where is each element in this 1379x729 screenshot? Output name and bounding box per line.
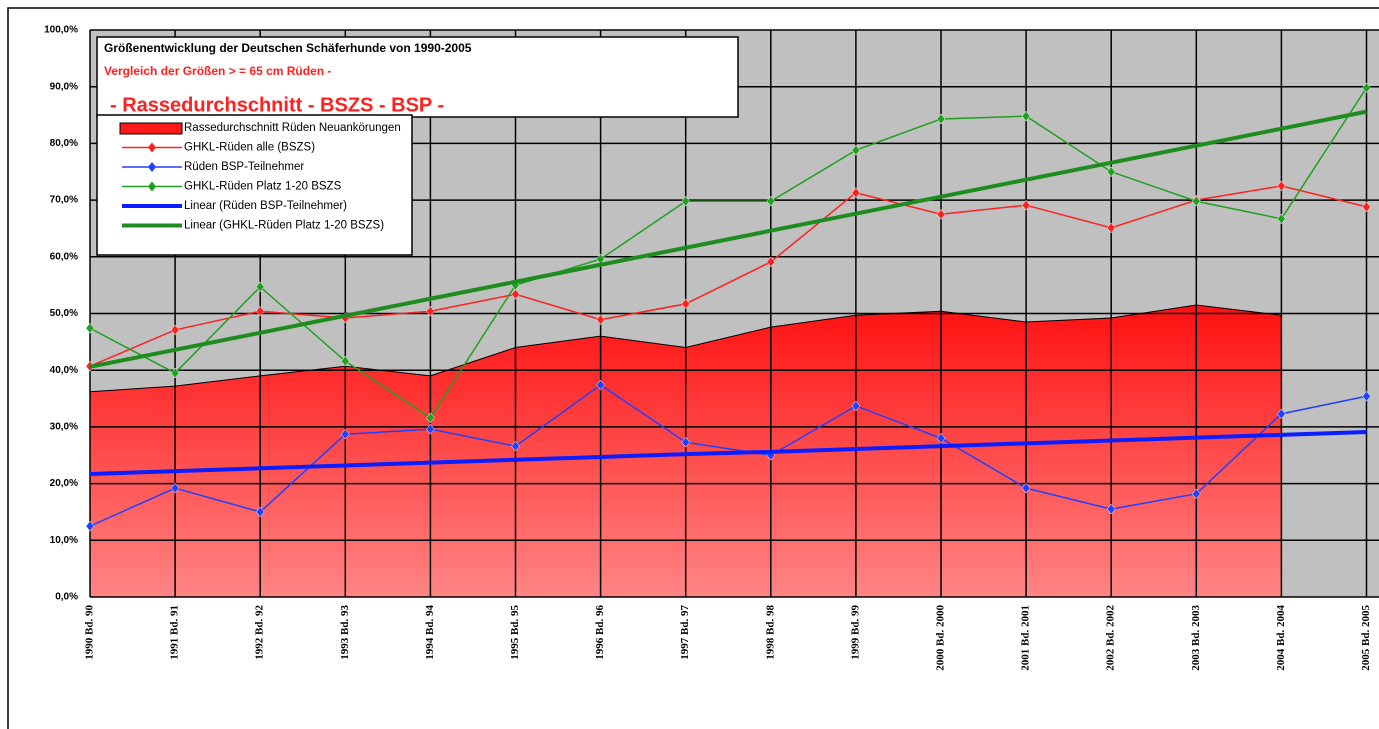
marker xyxy=(681,195,691,207)
legend-swatch xyxy=(119,122,183,135)
y-tick-label: 40,0% xyxy=(50,365,78,376)
x-tick-label: 2003 Bd. 2003 xyxy=(1190,605,1202,671)
chart-title: Größenentwicklung der Deutschen Schäferh… xyxy=(104,41,472,55)
legend-marker xyxy=(148,162,156,172)
marker xyxy=(1191,488,1201,500)
marker xyxy=(936,113,946,125)
marker xyxy=(170,367,180,379)
marker xyxy=(1106,503,1116,515)
marker xyxy=(936,432,946,444)
legend-label: GHKL-Rüden alle (BSZS) xyxy=(184,142,315,154)
x-tick-label: 1993 Bd. 93 xyxy=(339,605,351,660)
trend-line xyxy=(89,109,1367,369)
marker xyxy=(1277,180,1286,192)
marker xyxy=(851,144,861,156)
marker xyxy=(85,520,95,532)
chart-subtitle: Vergleich der Größen > = 65 cm Rüden - xyxy=(104,64,331,78)
marker xyxy=(85,322,95,334)
marker xyxy=(170,324,180,336)
marker xyxy=(936,208,946,220)
marker xyxy=(851,400,861,412)
x-tick-label: 2001 Bd. 2001 xyxy=(1020,605,1032,671)
y-tick-label: 20,0% xyxy=(50,478,78,489)
legend-label: Linear (Rüden BSP-Teilnehmer) xyxy=(184,200,347,212)
y-tick-label: 30,0% xyxy=(50,422,78,433)
marker xyxy=(170,482,180,494)
series-line xyxy=(89,384,1367,527)
x-tick-label: 1998 Bd. 98 xyxy=(764,605,776,660)
x-tick-label: 1999 Bd. 99 xyxy=(849,605,861,660)
x-tick-label: 1995 Bd. 95 xyxy=(509,605,521,660)
marker xyxy=(426,412,435,424)
marker xyxy=(1106,222,1116,234)
x-tick-label: 1992 Bd. 92 xyxy=(254,605,266,660)
title-box xyxy=(96,36,739,118)
x-tick-label: 1991 Bd. 91 xyxy=(169,605,181,660)
x-tick-label: 1990 Bd. 90 xyxy=(84,605,96,660)
y-tick-label: 90,0% xyxy=(50,81,78,92)
legend-label: GHKL-Rüden Platz 1-20 BSZS xyxy=(184,181,342,193)
y-tick-label: 60,0% xyxy=(50,251,78,262)
boxes: Größenentwicklung der Deutschen Schäferh… xyxy=(96,36,739,256)
marker xyxy=(255,305,265,317)
y-tick-label: 70,0% xyxy=(50,195,78,206)
marker xyxy=(596,314,605,326)
marker xyxy=(340,355,350,367)
y-tick-label: 10,0% xyxy=(50,535,78,546)
marker xyxy=(255,281,265,293)
series-line xyxy=(89,185,1367,367)
marker xyxy=(426,305,435,317)
chart-frame xyxy=(7,7,1379,729)
marker xyxy=(340,428,350,440)
legend-label: Rüden BSP-Teilnehmer xyxy=(184,161,304,173)
legend-label: Linear (GHKL-Rüden Platz 1-20 BSZS) xyxy=(184,220,384,232)
marker xyxy=(1106,166,1116,178)
marker xyxy=(1362,201,1371,213)
marker xyxy=(511,288,520,300)
y-tick-label: 50,0% xyxy=(50,308,78,319)
marker xyxy=(1277,213,1286,225)
x-tick-label: 1994 Bd. 94 xyxy=(424,605,436,660)
x-tick-label: 2005 Bd. 2005 xyxy=(1360,605,1372,671)
marker xyxy=(681,298,691,310)
marker xyxy=(766,195,776,207)
x-tick-label: 2000 Bd. 2000 xyxy=(935,605,947,671)
y-tick-label: 0,0% xyxy=(55,592,78,603)
x-tick-label: 1997 Bd. 97 xyxy=(679,605,691,660)
marker xyxy=(1021,199,1031,211)
legend-marker xyxy=(148,142,156,153)
marker xyxy=(1191,195,1201,207)
trend-line xyxy=(89,430,1367,476)
y-tick-label: 80,0% xyxy=(50,138,78,149)
legend-label: Rassedurchschnitt Rüden Neuankörungen xyxy=(184,122,401,134)
x-tick-label: 1996 Bd. 96 xyxy=(594,605,606,660)
annotation: - Rassedurchschnitt - BSZS - BSP - xyxy=(110,94,444,116)
marker xyxy=(681,436,691,448)
x-tick-label: 2004 Bd. 2004 xyxy=(1275,605,1287,671)
legend-marker xyxy=(148,181,156,192)
x-tick-label: 2002 Bd. 2002 xyxy=(1105,605,1117,671)
marker xyxy=(1277,408,1286,420)
marker xyxy=(1362,390,1371,402)
marker xyxy=(596,379,605,391)
marker xyxy=(1362,82,1371,94)
y-tick-label: 100,0% xyxy=(44,25,78,36)
marker xyxy=(255,506,265,518)
marker xyxy=(851,187,861,199)
marker xyxy=(426,423,435,435)
marker xyxy=(1021,482,1031,494)
marker xyxy=(1021,110,1031,122)
marker xyxy=(511,440,520,452)
marker xyxy=(766,256,776,268)
